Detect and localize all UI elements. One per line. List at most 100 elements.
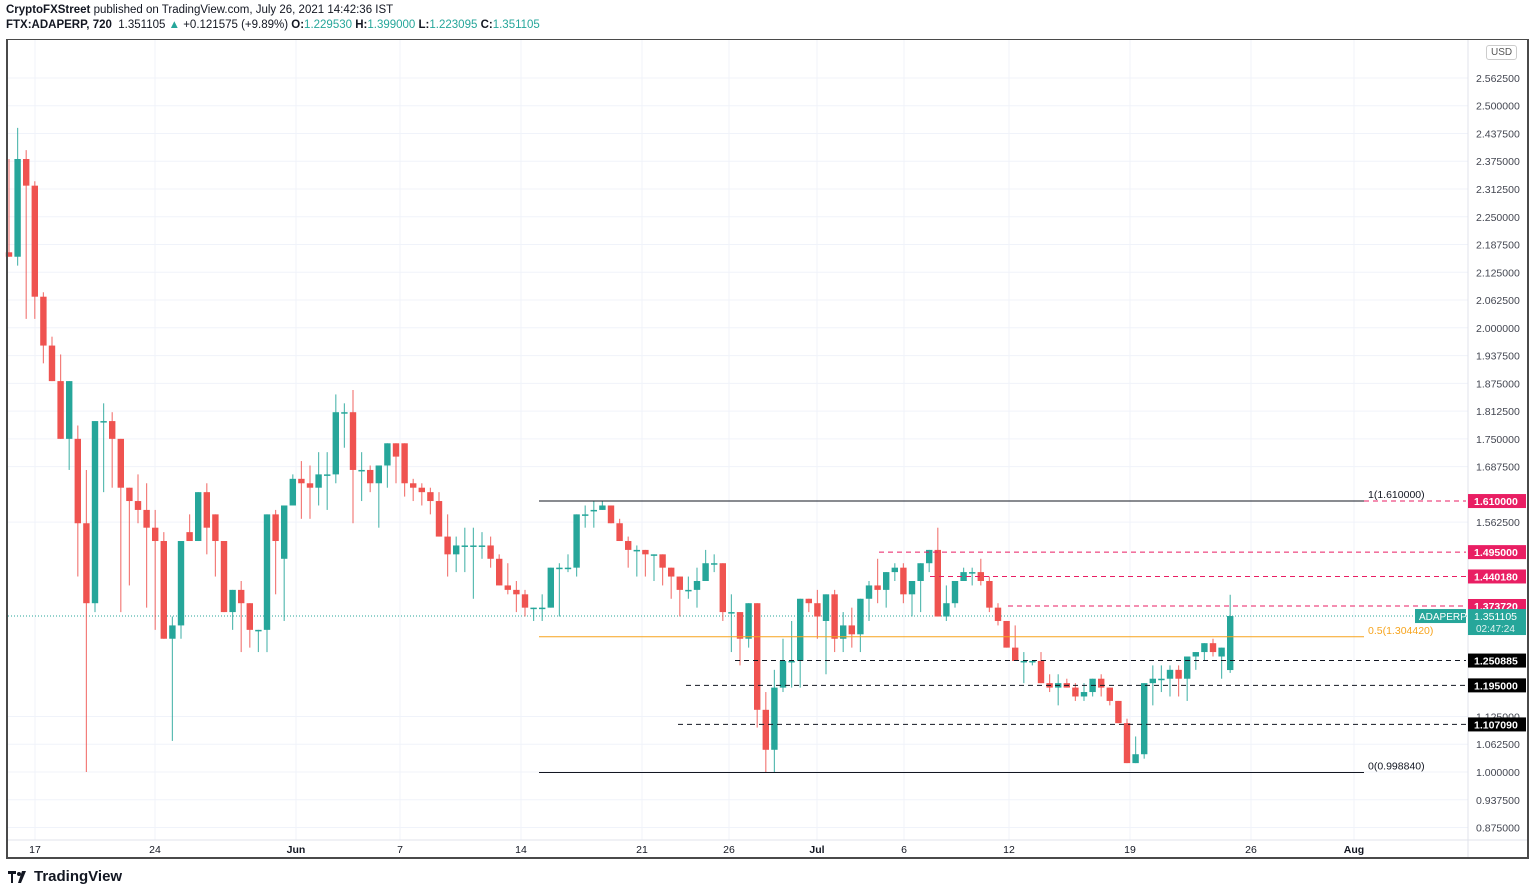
candle-down <box>607 505 615 524</box>
candle-up <box>461 545 468 547</box>
axis-price-badge <box>1468 717 1526 732</box>
candle-up <box>771 687 778 750</box>
y-tick-label: 1.937500 <box>1476 351 1520 363</box>
x-tick-label: 14 <box>515 844 527 856</box>
candle-up <box>91 421 99 604</box>
candle-down <box>410 483 417 488</box>
candle-down <box>762 709 769 750</box>
candle-down <box>109 421 116 439</box>
candle-up <box>289 478 296 506</box>
y-tick-label: 1.062500 <box>1476 739 1520 751</box>
candle-down <box>934 549 941 617</box>
x-tick-label: Aug <box>1344 844 1364 856</box>
candle-up <box>100 421 107 423</box>
y-tick-label: 1.875000 <box>1476 378 1520 390</box>
candle-up <box>470 545 477 547</box>
candle-down <box>160 541 167 639</box>
candle-down <box>152 527 159 542</box>
up-triangle-icon: ▲ <box>168 19 180 31</box>
candle-up <box>375 465 382 484</box>
candle-down <box>625 541 632 550</box>
candle-down <box>306 483 314 488</box>
candle-down <box>1123 723 1131 764</box>
candle-up <box>177 541 185 626</box>
currency-badge[interactable]: USD <box>1486 45 1518 60</box>
candle-up <box>573 514 580 568</box>
candle-up <box>539 607 546 610</box>
candle-down <box>874 585 881 590</box>
candle-up <box>358 469 365 472</box>
candle-up <box>281 505 288 559</box>
publish-info: CryptoFXStreet published on TradingView.… <box>6 4 393 16</box>
x-tick-label: Jun <box>287 844 306 856</box>
candle-down <box>1098 678 1105 688</box>
publisher-name: CryptoFXStreet <box>6 4 91 16</box>
symbol-badge <box>1415 609 1466 624</box>
candle-up <box>745 603 752 639</box>
fib-label: 0.5(1.304420) <box>1368 625 1433 637</box>
last-price: 1.351105 <box>118 19 166 31</box>
fib-label: 1(1.610000) <box>1368 489 1425 501</box>
last-price-badge-text: 1.351105 <box>1474 611 1517 623</box>
candle-down <box>238 589 245 604</box>
candle-down <box>143 509 150 528</box>
candle-up <box>1201 643 1208 653</box>
open-label: O: <box>291 19 305 31</box>
low-label: L: <box>418 19 430 31</box>
candle-down <box>31 185 38 297</box>
candle-down <box>642 549 649 555</box>
candle-down <box>659 554 666 568</box>
y-tick-label: 2.187500 <box>1476 240 1520 252</box>
candle-down <box>117 438 124 488</box>
chart-frame <box>6 39 1529 859</box>
last-price-badge <box>1468 609 1526 636</box>
y-tick-label: 1.750000 <box>1476 434 1520 446</box>
candle-down <box>401 443 408 484</box>
close-label: C: <box>480 19 493 31</box>
candle-up <box>865 585 873 599</box>
axis-price-badge <box>1468 678 1526 693</box>
candle-down <box>805 598 812 604</box>
candle-up <box>951 580 959 604</box>
candle-down <box>719 563 726 613</box>
candle-up <box>478 545 486 547</box>
x-tick-label: 12 <box>1003 844 1015 856</box>
candle-up <box>891 567 898 573</box>
candle-up <box>564 567 572 570</box>
candle-up <box>341 412 348 414</box>
candle-up <box>943 603 950 617</box>
high-label: H: <box>355 19 368 31</box>
candle-down <box>521 594 529 608</box>
candle-up <box>14 159 21 257</box>
candle-up <box>883 572 890 590</box>
candle-up <box>556 567 563 570</box>
candle-up <box>1149 678 1156 684</box>
y-tick-label: 2.250000 <box>1476 212 1520 224</box>
candle-down <box>487 545 494 559</box>
candle-up <box>332 412 339 475</box>
candle-down <box>513 589 520 595</box>
candle-down <box>392 443 400 457</box>
candle-down <box>668 567 675 577</box>
candle-up <box>917 563 924 581</box>
candle-down <box>418 487 425 493</box>
candle-up <box>1029 660 1036 663</box>
y-tick-label: 0.875000 <box>1476 823 1520 835</box>
x-tick-label: 17 <box>29 844 41 856</box>
candle-up <box>195 492 202 542</box>
candle-up <box>779 660 787 688</box>
candle-up <box>857 598 864 635</box>
brand-text: TradingView <box>34 868 123 885</box>
y-tick-label: 2.375000 <box>1476 156 1520 168</box>
candle-up <box>702 563 709 581</box>
candle-up <box>255 629 262 632</box>
price-change: +0.121575 (+9.89%) <box>183 19 289 31</box>
candle-up <box>1020 660 1027 663</box>
candle-down <box>427 492 434 502</box>
high-value: 1.399000 <box>367 19 416 31</box>
candle-up <box>840 625 847 639</box>
candle-up <box>633 549 640 552</box>
fib-label: 0(0.998840) <box>1368 761 1425 773</box>
axis-price-badge-text: 1.195000 <box>1474 680 1518 692</box>
